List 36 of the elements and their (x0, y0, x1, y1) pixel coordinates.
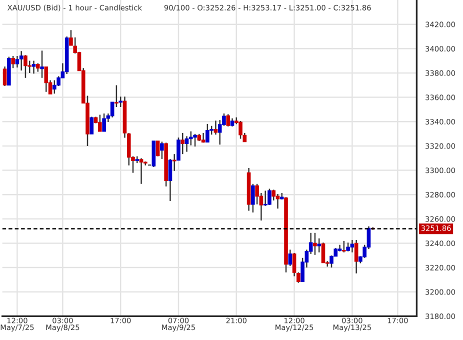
candlestick (15, 55, 20, 68)
candlestick (184, 136, 189, 152)
candlestick (313, 232, 317, 256)
candlestick (172, 153, 176, 172)
candlestick (354, 239, 358, 274)
candlestick (114, 84, 118, 108)
candlestick (288, 249, 292, 267)
candlestick (98, 114, 102, 132)
candlestick (226, 114, 230, 128)
candlestick (268, 188, 272, 206)
candlestick (24, 54, 28, 78)
candlestick (160, 141, 164, 160)
candlestick (193, 133, 197, 148)
candlestick (317, 238, 322, 253)
candlestick (156, 140, 160, 157)
candlestick (263, 190, 268, 207)
candlestick (32, 60, 36, 74)
candlestick (11, 55, 15, 69)
candlestick (90, 116, 94, 135)
candlestick (168, 158, 172, 202)
candlestick (206, 123, 210, 143)
candlestick (321, 242, 326, 264)
candlestick (251, 183, 255, 214)
candlestick (19, 50, 24, 72)
candlestick (180, 132, 185, 155)
candlestick (238, 120, 242, 140)
candlestick (102, 112, 106, 132)
candlestick (139, 158, 144, 185)
candlestick (2, 66, 7, 87)
candlestick (276, 193, 280, 210)
candlestick (40, 50, 44, 78)
candlestick (342, 240, 346, 253)
candlestick (214, 120, 218, 136)
candlestick (350, 239, 354, 253)
candlestick (52, 80, 56, 94)
candlestick (110, 102, 114, 118)
